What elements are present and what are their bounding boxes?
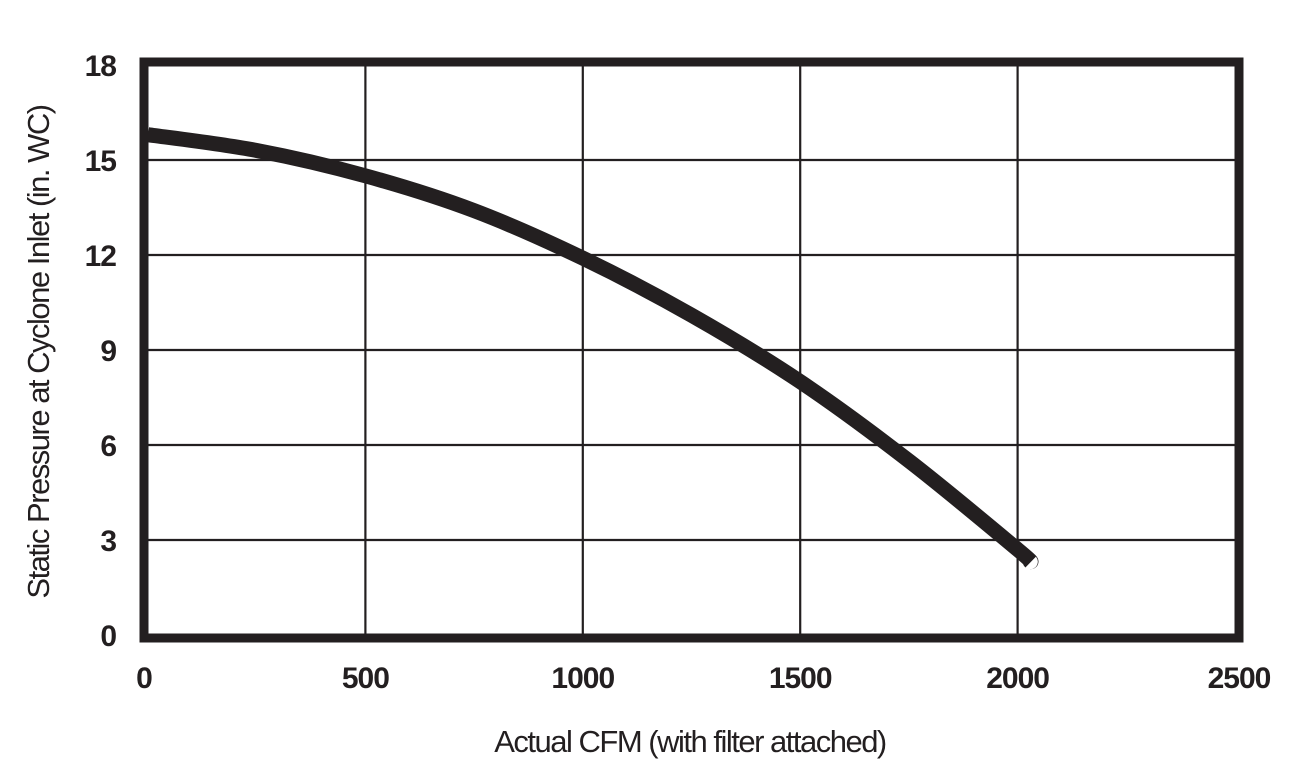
x-axis-label: Actual CFM (with filter attached): [494, 724, 886, 759]
plot-frame: [139, 57, 1244, 643]
grid-lines: [148, 65, 1235, 635]
y-axis-label: Static Pressure at Cyclone Inlet (in. WC…: [21, 105, 56, 598]
y-tick-label: 18: [85, 50, 117, 83]
pressure-curve: [146, 127, 1039, 570]
x-tick-label: 0: [136, 662, 152, 695]
y-tick-label: 15: [85, 145, 117, 178]
y-tick-label: 12: [85, 240, 117, 273]
x-tick-label: 2500: [1208, 662, 1271, 695]
x-tick-label: 1000: [551, 662, 614, 695]
x-tick-label: 2000: [986, 662, 1049, 695]
y-tick-label: 9: [100, 335, 116, 368]
data-series-curve: [146, 127, 1039, 570]
y-tick-label: 0: [100, 620, 116, 653]
x-tick-label: 500: [342, 662, 389, 695]
y-axis-tick-labels: 0 3 6 9 12 15 18: [85, 50, 118, 653]
x-axis-tick-labels: 0 500 1000 1500 2000 2500: [136, 662, 1272, 695]
y-tick-label: 3: [100, 525, 116, 558]
x-tick-label: 1500: [769, 662, 832, 695]
y-tick-label: 6: [100, 430, 116, 463]
